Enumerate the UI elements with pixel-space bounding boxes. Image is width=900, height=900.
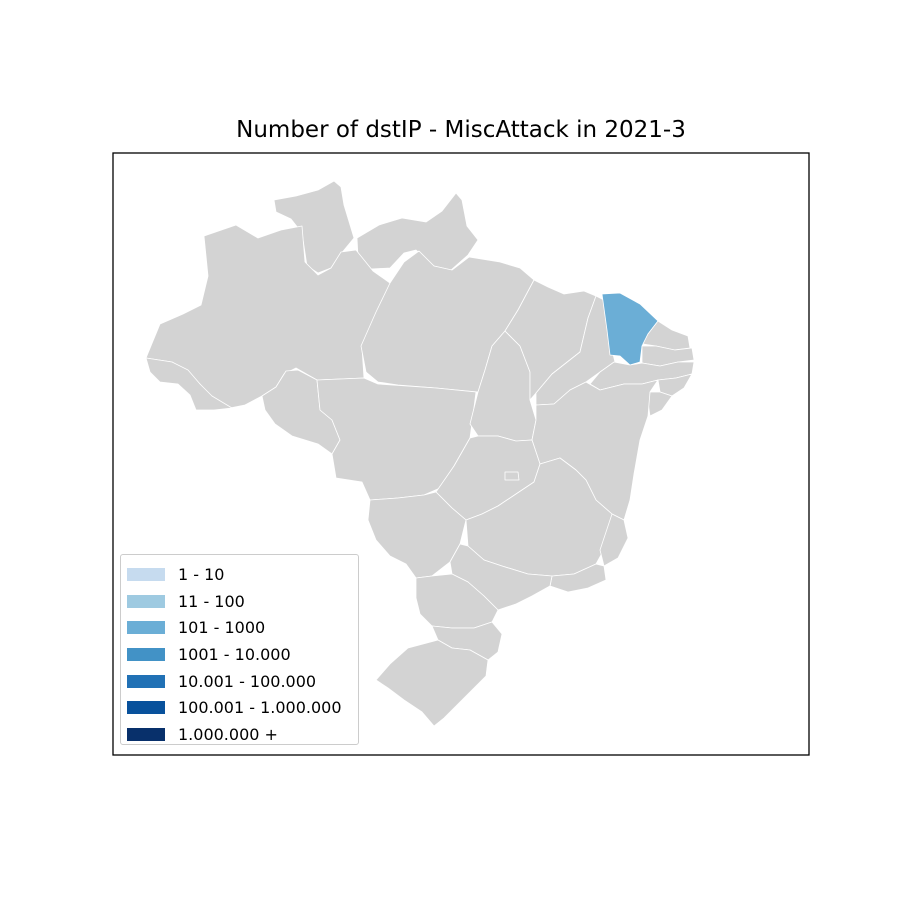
region-piaui (535, 295, 616, 406)
legend-item: 10.001 - 100.000 (127, 668, 358, 695)
legend-item: 11 - 100 (127, 588, 358, 615)
region-distrito-federal (504, 471, 520, 481)
legend-label: 10.001 - 100.000 (178, 671, 317, 691)
region-acre (145, 357, 233, 411)
legend-swatch (127, 594, 165, 608)
legend-label: 1001 - 10.000 (178, 644, 291, 664)
legend-label: 100.001 - 1.000.000 (178, 698, 342, 718)
legend-swatch (127, 621, 165, 635)
legend-item: 100.001 - 1.000.000 (127, 694, 358, 721)
legend-item: 101 - 1000 (127, 614, 358, 641)
region-ceara (601, 292, 659, 366)
legend-label: 1 - 10 (178, 564, 225, 584)
legend-swatch (127, 727, 165, 741)
legend-swatch (127, 647, 165, 661)
legend-item: 1 - 10 (127, 561, 358, 588)
map-title: Number of dstIP - MiscAttack in 2021-3 (236, 117, 686, 143)
legend-item: 1.000.000 + (127, 721, 358, 748)
region-espirito-santo (599, 513, 629, 567)
legend-label: 101 - 1000 (178, 618, 266, 638)
region-sergipe (647, 391, 673, 417)
region-rio-grande-do-sul (375, 639, 489, 727)
regions-layer (145, 180, 695, 727)
region-amapa (356, 192, 479, 271)
legend-label: 11 - 100 (178, 591, 245, 611)
legend-item: 1001 - 10.000 (127, 641, 358, 668)
legend-swatch (127, 701, 165, 715)
legend: 1 - 10 11 - 100 101 - 1000 1001 - 10.000 10.… (120, 554, 359, 745)
legend-swatch (127, 674, 165, 688)
legend-swatch (127, 567, 165, 581)
map-frame (112, 152, 810, 756)
legend-label: 1.000.000 + (178, 724, 278, 744)
region-rio-de-janeiro (549, 563, 607, 593)
